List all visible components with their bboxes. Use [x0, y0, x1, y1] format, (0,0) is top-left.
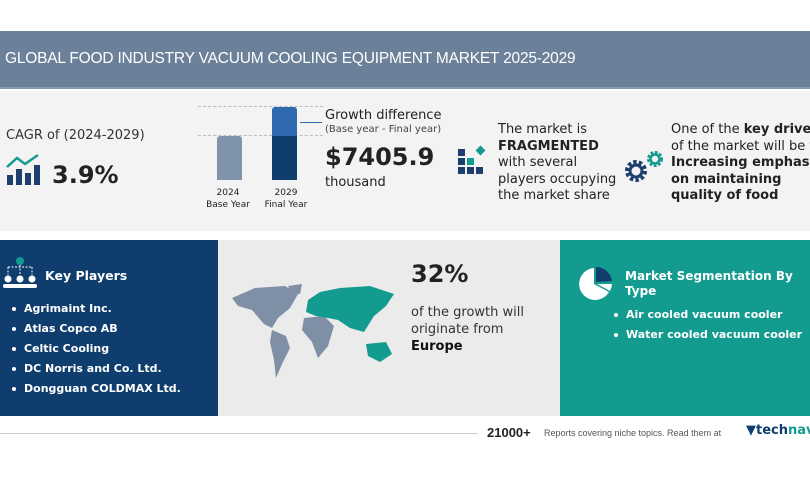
- market-text: The market is FRAGMENTED with several playe…: [498, 122, 617, 203]
- list-item: Celtic Cooling: [8, 342, 181, 362]
- gridline: [198, 135, 323, 136]
- stats-band: CAGR of (2024-2029) 3.9% 2024 Base Year 2…: [0, 91, 810, 231]
- segmentation-list: Air cooled vacuum cooler Water cooled va…: [610, 308, 802, 348]
- pie-chart-icon: [579, 267, 612, 300]
- list-item: Water cooled vacuum cooler: [610, 328, 802, 348]
- list-item: Agrimaint Inc.: [8, 302, 181, 322]
- divider: [0, 433, 478, 434]
- people-icon: [3, 257, 37, 288]
- cagr-label: CAGR of (2024-2029): [6, 128, 145, 143]
- blocks-icon: [458, 145, 486, 174]
- growth-chart-icon: [6, 153, 40, 185]
- segmentation-title: Market Segmentation By Type: [625, 269, 793, 298]
- gears-icon: [625, 151, 663, 182]
- arrow-icon: [300, 122, 322, 123]
- segmentation-panel: Market Segmentation By Type Air cooled v…: [560, 240, 810, 416]
- list-item: Dongguan COLDMAX Ltd.: [8, 382, 181, 402]
- cagr-value: 3.9%: [52, 161, 119, 189]
- footer-text: Reports covering niche topics. Read them…: [544, 428, 722, 438]
- page-title: GLOBAL FOOD INDUSTRY VACUUM COOLING EQUI…: [5, 50, 576, 67]
- bar-label-2024: 2024 Base Year: [206, 188, 250, 210]
- growth-unit: thousand: [325, 175, 386, 190]
- region-percent: 32%: [411, 260, 469, 288]
- list-item: DC Norris and Co. Ltd.: [8, 362, 181, 382]
- region-panel: 32% of the growth will originate from Euro…: [218, 240, 560, 416]
- key-players-title: Key Players: [45, 268, 128, 283]
- bar-2024: [217, 136, 242, 180]
- gridline: [198, 106, 323, 107]
- bar-2029-growth: [272, 107, 297, 136]
- region-text: of the growth will originate from Europe: [411, 305, 524, 354]
- growth-subtitle: (Base year - Final year): [325, 124, 442, 135]
- key-players-list: Agrimaint Inc. Atlas Copco AB Celtic Coo…: [8, 302, 181, 402]
- drivers-text: One of the key driversof the market will…: [671, 122, 810, 203]
- growth-title: Growth difference: [325, 108, 442, 123]
- title-bar: GLOBAL FOOD INDUSTRY VACUUM COOLING EQUI…: [0, 31, 810, 89]
- bar-2029-base: [272, 136, 297, 180]
- key-players-panel: Key Players Agrimaint Inc. Atlas Copco A…: [0, 240, 218, 416]
- technavio-logo[interactable]: ▼technavio: [746, 423, 810, 438]
- growth-value: $7405.9: [325, 143, 435, 171]
- world-map-icon: [232, 284, 394, 378]
- list-item: Air cooled vacuum cooler: [610, 308, 802, 328]
- report-count: 21000+: [487, 425, 531, 440]
- list-item: Atlas Copco AB: [8, 322, 181, 342]
- bar-label-2029: 2029 Final Year: [264, 188, 308, 210]
- footer: 21000+ Reports covering niche topics. Re…: [0, 420, 810, 446]
